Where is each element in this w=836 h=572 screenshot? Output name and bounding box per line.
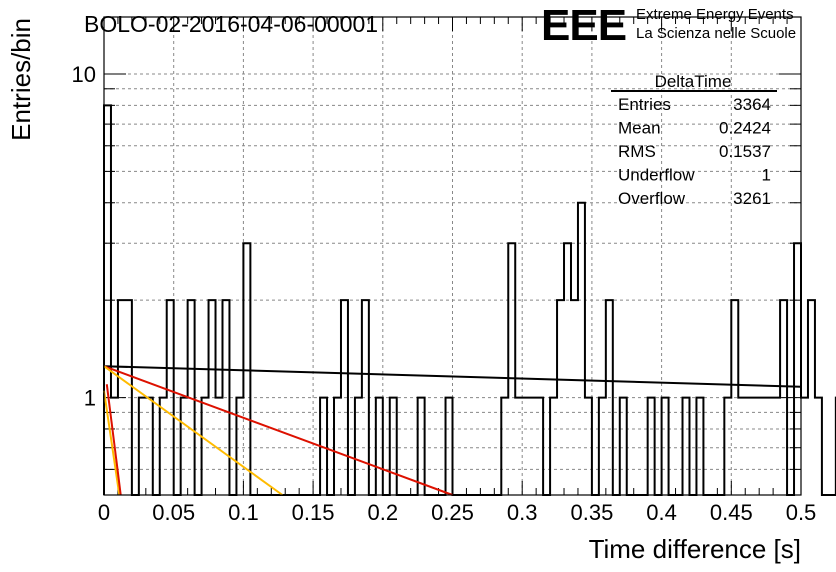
fit-curve [103, 365, 802, 388]
y-tick-labels: 1 10 [72, 62, 96, 411]
x-tick-label: 0.35 [570, 500, 613, 525]
stats-value: 3261 [733, 189, 771, 208]
y-tick-label: 10 [72, 62, 96, 87]
stats-label: RMS [618, 142, 656, 161]
x-tick-label: 0.45 [710, 500, 753, 525]
x-tick-label: 0.25 [431, 500, 474, 525]
stats-label: Underflow [618, 166, 695, 185]
x-tick-labels: 0 0.05 0.1 0.15 0.2 0.25 0.3 0.35 0.4 0.45 0.5 [98, 500, 816, 525]
logo-mark: EEE [541, 1, 626, 50]
x-axis-label: Time difference [s] [589, 534, 801, 564]
stats-value: 3364 [733, 95, 771, 114]
chart-title: BOLO-02-2016-04-06-00001 [84, 11, 378, 37]
x-tick-label: 0.3 [507, 500, 538, 525]
x-tick-label: 0.5 [786, 500, 817, 525]
fit-curve [103, 390, 121, 496]
stats-value: 0.2424 [719, 119, 771, 138]
y-axis-label: Entries/bin [6, 18, 36, 141]
x-tick-label: 0.4 [646, 500, 677, 525]
stats-label: Entries [618, 95, 671, 114]
stats-name: DeltaTime [655, 72, 732, 91]
x-tick-label: 0.2 [368, 500, 399, 525]
plot-frame [103, 16, 802, 496]
x-tick-label: 0 [98, 500, 110, 525]
logo-line-2: La Scienza nelle Scuole [636, 25, 796, 42]
stats-value: 0.1537 [719, 142, 771, 161]
x-tick-label: 0.05 [152, 500, 195, 525]
axis-ticks [103, 17, 802, 495]
stats-value: 1 [762, 166, 771, 185]
stats-label: Overflow [618, 189, 686, 208]
eee-logo: EEE Extreme Energy Events La Scienza nel… [541, 1, 796, 50]
stats-box: DeltaTime Entries 3364 Mean 0.2424 RMS 0.1537… [611, 72, 777, 208]
y-tick-label: 1 [84, 386, 96, 411]
logo-line-1: Extreme Energy Events [636, 6, 794, 23]
x-tick-label: 0.15 [292, 500, 335, 525]
fit-curve [103, 365, 453, 496]
fit-curve [103, 365, 284, 496]
fit-curve [105, 384, 122, 496]
fit-curves [103, 365, 802, 496]
x-tick-label: 0.1 [228, 500, 259, 525]
stats-label: Mean [618, 119, 661, 138]
